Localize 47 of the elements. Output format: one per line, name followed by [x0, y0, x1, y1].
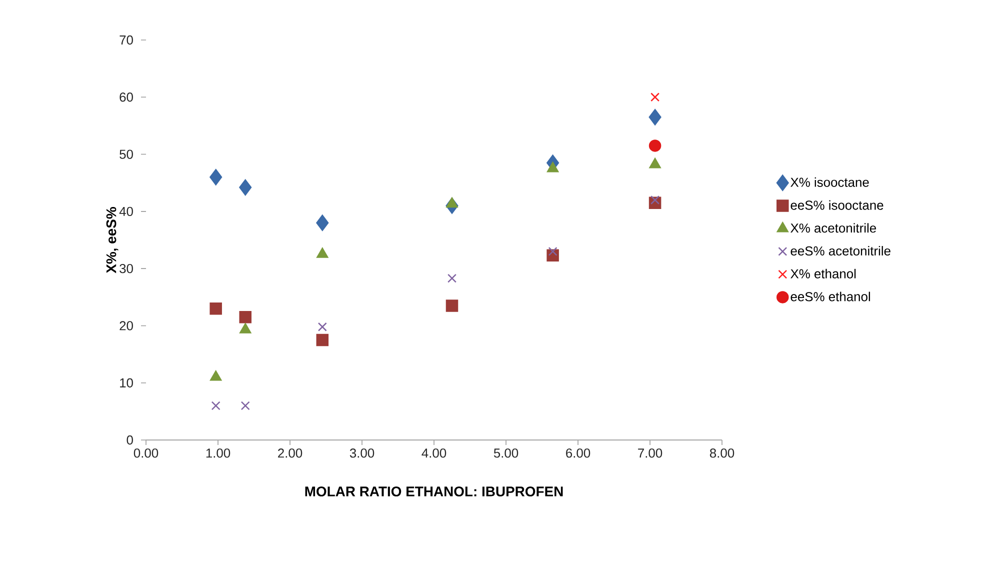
point	[318, 322, 327, 332]
point	[650, 195, 660, 205]
y-tick-label: 40	[119, 206, 133, 216]
point	[648, 109, 662, 126]
x-tick-label: 8.00	[710, 448, 734, 458]
point	[447, 274, 457, 283]
y-tick-label: 10	[120, 378, 133, 388]
x-tick-label: 7.00	[638, 448, 662, 458]
y-axis-title: X%, eeS%	[106, 207, 118, 274]
y-tick-label: 20	[120, 321, 133, 330]
point	[546, 162, 559, 172]
x-axis-title: MOLAR RATIO ETHANOL: IBUPROFEN	[305, 486, 563, 496]
point	[239, 179, 252, 196]
x-tick-label: 3.00	[350, 448, 374, 458]
point	[648, 140, 662, 152]
point	[210, 302, 222, 315]
x-tick-label: 6.00	[566, 448, 590, 458]
point	[548, 246, 558, 256]
point	[316, 248, 328, 258]
y-tick-label: 60	[120, 92, 133, 102]
point	[239, 311, 252, 324]
legend-label: X% acetonitrile	[790, 223, 876, 233]
point	[316, 214, 329, 231]
y-tick-label: 50	[120, 150, 133, 159]
legend-label: X% isooctane	[790, 177, 869, 187]
legend-label: X% ethanol	[790, 268, 856, 278]
point	[240, 401, 250, 410]
legend-label: eeS% ethanol	[790, 292, 870, 302]
point	[240, 323, 252, 334]
x-tick-label: 2.00	[278, 448, 302, 458]
legend-label: eeS% acetonitrile	[790, 246, 890, 256]
y-tick-label: 30	[120, 264, 133, 274]
point	[446, 300, 458, 312]
legend-label: eeS% isooctane	[790, 200, 884, 210]
x-tick-label: 4.00	[422, 448, 446, 458]
point	[650, 92, 660, 102]
point	[649, 158, 661, 168]
point	[210, 370, 222, 381]
point	[316, 334, 329, 346]
point	[210, 169, 222, 186]
y-tick-label: 70	[120, 35, 133, 45]
point	[446, 197, 458, 208]
point	[211, 401, 220, 410]
x-tick-label: 1.00	[206, 448, 230, 458]
y-tick-label: 0	[126, 435, 133, 445]
x-tick-label: 5.00	[494, 448, 518, 458]
x-tick-label: 0.00	[134, 448, 158, 458]
